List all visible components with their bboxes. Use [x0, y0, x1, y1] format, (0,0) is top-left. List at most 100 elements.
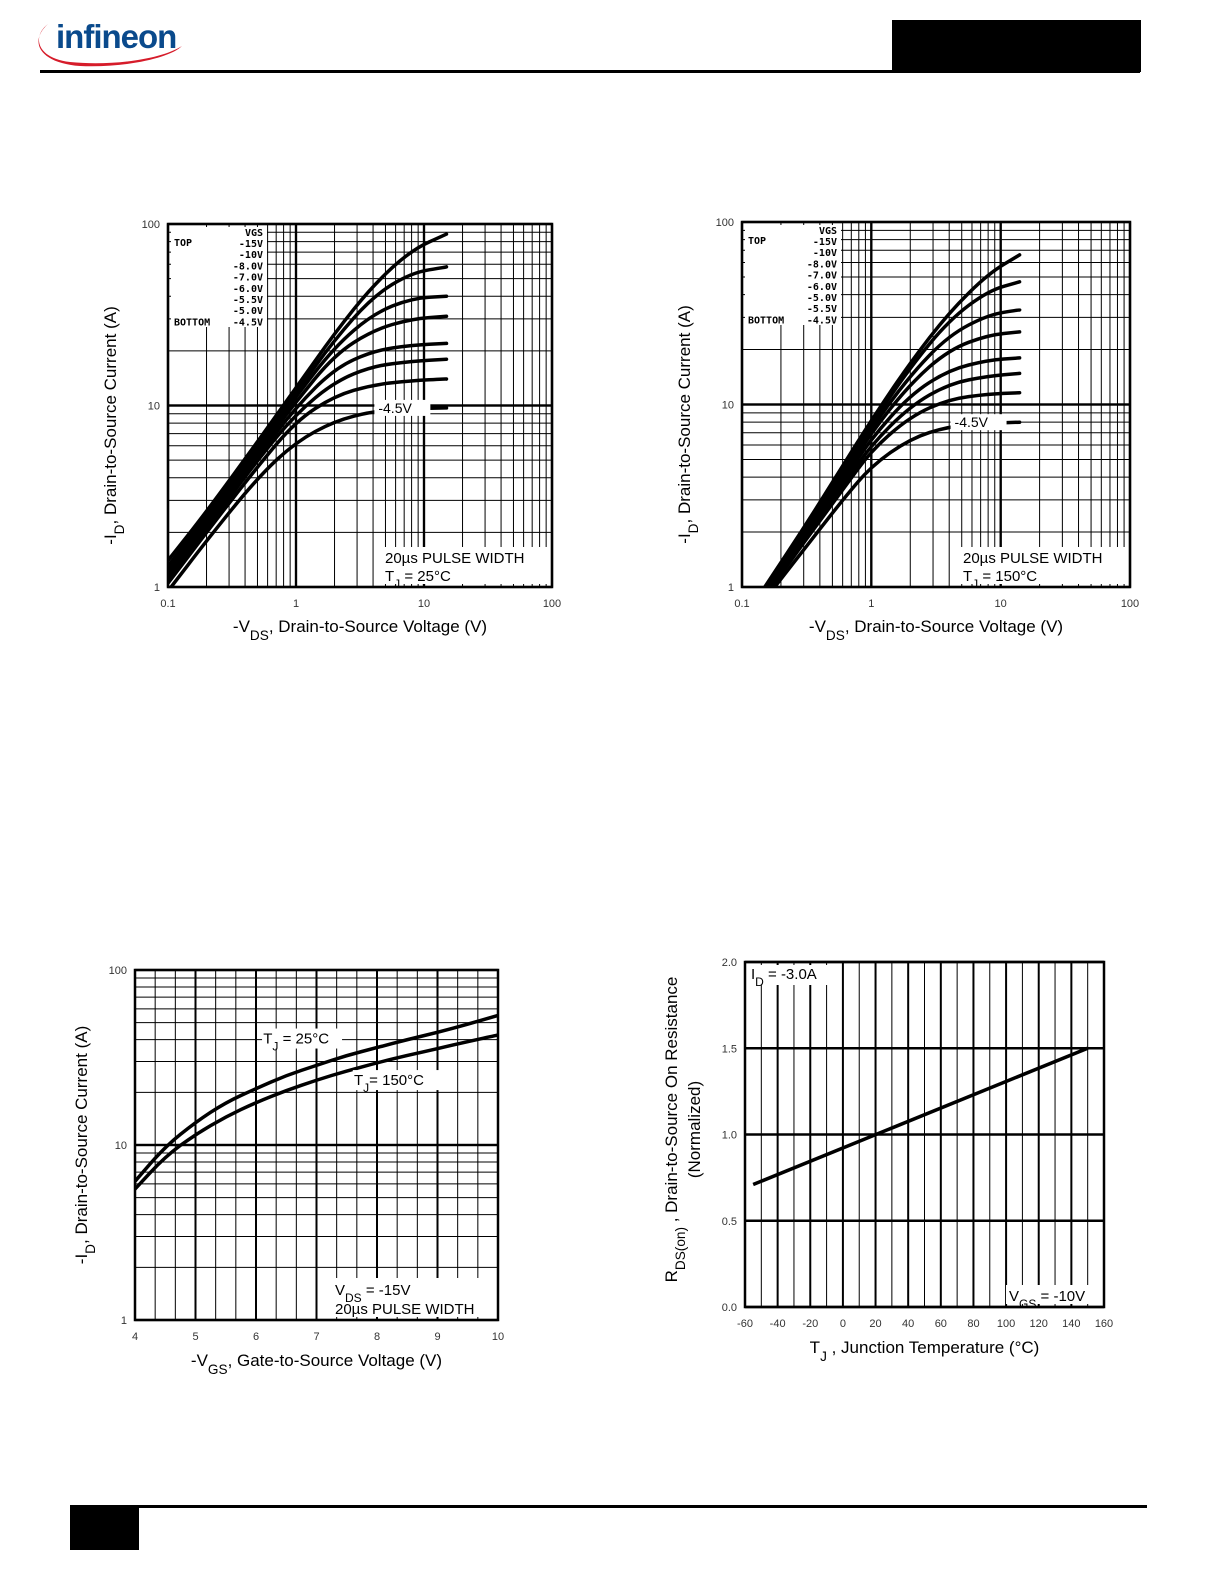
legend-entry: -5.0V	[233, 306, 263, 317]
plot-grid	[133, 968, 500, 1322]
y-tick-label: 1	[154, 582, 160, 594]
series-line	[135, 1013, 498, 1184]
y-tick-label: 1.0	[722, 1130, 737, 1142]
series-line	[168, 341, 449, 578]
legend-entry: -7.0V	[807, 271, 837, 282]
vds-note: VDS = -15V	[335, 1282, 410, 1305]
annotation-backdrop	[1006, 1285, 1101, 1304]
footer-rule	[70, 1505, 1147, 1508]
y-tick-label: 100	[716, 217, 734, 229]
id-note: ID = -3.0A	[751, 966, 817, 989]
y-axis-label: -ID, Drain-to-Source Current (A)	[101, 306, 127, 544]
pulse-width-note: 20µs PULSE WIDTH	[963, 550, 1103, 567]
legend-entry: -15V	[813, 237, 837, 248]
series-group	[763, 253, 1022, 587]
legend-entry: -5.5V	[807, 304, 837, 315]
x-tick-label: 6	[253, 1331, 259, 1343]
y-tick-label: 0.5	[722, 1216, 737, 1228]
annotation-backdrop	[748, 965, 828, 985]
series-line	[168, 377, 449, 585]
series-line	[752, 1046, 1089, 1187]
plot-frame	[740, 220, 1132, 589]
x-tick-label: 100	[997, 1318, 1015, 1330]
series-line	[769, 390, 1022, 587]
vgs-note: VGS = -10V	[1009, 1288, 1085, 1311]
x-tick-label: -40	[770, 1318, 786, 1330]
legend-entry: -15V	[239, 239, 263, 250]
series-line	[168, 294, 449, 572]
legend-entry: -7.0V	[233, 273, 263, 284]
x-tick-label: 40	[902, 1318, 914, 1330]
x-tick-label: 5	[192, 1331, 198, 1343]
curve-label-4-5v: -4.5V	[378, 400, 412, 416]
header-title-block	[892, 20, 1141, 72]
series-group	[135, 1013, 498, 1191]
series-label-tj-150c: TJ= 150°C	[354, 1072, 424, 1095]
legend-entry: -10V	[239, 250, 263, 261]
series-line	[764, 308, 1022, 587]
plot-frame	[743, 960, 1106, 1309]
legend-bottom-label: BOTTOM	[748, 315, 784, 326]
x-tick-label: 1	[293, 598, 299, 610]
x-tick-label: 160	[1095, 1318, 1113, 1330]
y-tick-label: 0.0	[722, 1302, 737, 1314]
x-tick-label: 120	[1030, 1318, 1048, 1330]
x-tick-label: 100	[543, 598, 561, 610]
pulse-width-note: 20µs PULSE WIDTH	[335, 1301, 475, 1318]
x-tick-label: 20	[869, 1318, 881, 1330]
y-axis-label: RDS(on) , Drain-to-Source On Resistance	[662, 977, 688, 1283]
plot-frame	[166, 222, 554, 589]
footer-page-block	[70, 1508, 139, 1550]
junction-temp-note: TJ = 25°C	[385, 568, 451, 591]
y-tick-label: 10	[148, 401, 160, 413]
curve-label-backdrop	[950, 414, 1007, 431]
pulse-width-note: 20µs PULSE WIDTH	[385, 550, 525, 567]
curve-label-backdrop	[374, 399, 431, 416]
legend-entry: -10V	[813, 248, 837, 259]
series-line	[772, 420, 1022, 587]
x-tick-label: 8	[374, 1331, 380, 1343]
legend-entry: -6.0V	[233, 284, 263, 295]
x-tick-label: 80	[967, 1318, 979, 1330]
series-line	[763, 253, 1022, 587]
junction-temp-note: TJ = 150°C	[963, 568, 1037, 591]
curve-label-4-5v: -4.5V	[955, 414, 989, 430]
x-axis-label: TJ , Junction Temperature (°C)	[810, 1338, 1040, 1364]
x-tick-label: 140	[1062, 1318, 1080, 1330]
x-axis-label: -VDS, Drain-to-Source Voltage (V)	[233, 617, 487, 643]
series-line	[168, 357, 449, 582]
legend-bottom-label: BOTTOM	[174, 317, 210, 328]
y-tick-label: 10	[722, 400, 734, 412]
x-tick-label: 0	[840, 1318, 846, 1330]
y-tick-label: 10	[115, 1140, 127, 1152]
legend-top-label: TOP	[174, 238, 192, 249]
x-tick-label: 100	[1121, 598, 1139, 610]
x-tick-label: 10	[492, 1331, 504, 1343]
series-line	[168, 232, 449, 563]
series-line	[766, 330, 1022, 587]
legend-entry: -8.0V	[807, 259, 837, 270]
series-line	[168, 406, 449, 587]
x-tick-label: 10	[418, 598, 430, 610]
y-tick-label: 1	[121, 1315, 127, 1327]
y-tick-label: 100	[142, 219, 160, 231]
legend-backdrop	[745, 225, 841, 325]
legend-entry: -4.5V	[233, 317, 263, 328]
legend-entry: -5.0V	[807, 293, 837, 304]
legend-header: VGS	[245, 228, 263, 239]
infineon-logo: infineon	[30, 6, 190, 72]
x-tick-label: 60	[935, 1318, 947, 1330]
legend-entry: -6.0V	[807, 282, 837, 293]
legend-entry: -4.5V	[807, 315, 837, 326]
legend-entry: -8.0V	[233, 261, 263, 272]
y-axis-label: -ID, Drain-to-Source Current (A)	[675, 305, 701, 543]
logo-wordmark: infineon	[56, 18, 176, 55]
annotation-backdrop	[960, 547, 1126, 584]
plot-grid	[740, 220, 1132, 589]
x-axis-label: -VDS, Drain-to-Source Voltage (V)	[809, 617, 1063, 643]
series-group	[168, 232, 449, 587]
